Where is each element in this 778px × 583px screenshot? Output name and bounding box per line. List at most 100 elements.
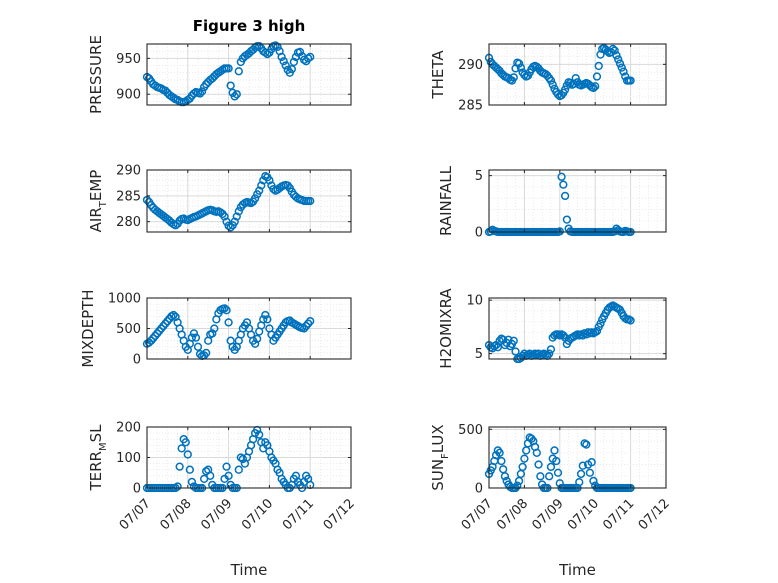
subplot-rainfall: 05 RAINFALL	[437, 165, 667, 241]
data-point	[255, 42, 264, 51]
data-point	[177, 444, 186, 453]
data-point	[193, 342, 203, 351]
data-point	[222, 217, 231, 226]
data-point	[532, 448, 541, 457]
data-point	[500, 472, 510, 481]
data-point	[560, 85, 570, 94]
y-axis-label: RAINFALL	[437, 165, 455, 236]
data-point	[265, 176, 274, 185]
x-ticks	[488, 170, 667, 232]
data-point	[560, 191, 570, 201]
data-point	[187, 333, 197, 342]
y-ticks: 0 500	[458, 423, 666, 497]
data-point	[306, 52, 315, 62]
y-ticks: 5 10	[466, 294, 666, 362]
data-point	[534, 460, 543, 469]
data-point	[224, 471, 233, 480]
data-point	[608, 44, 618, 54]
data-point	[232, 90, 241, 99]
data-point	[289, 57, 299, 67]
data-point	[536, 472, 545, 481]
y-tick-label: 900	[116, 88, 141, 103]
data-point	[578, 461, 587, 470]
data-point	[576, 469, 586, 479]
data-point	[226, 223, 235, 232]
data-point	[553, 468, 563, 477]
data-point	[617, 63, 626, 72]
data-point	[626, 316, 635, 325]
data-point	[546, 76, 556, 85]
series-points	[142, 172, 315, 232]
y-tick-label: 0	[133, 482, 141, 497]
data-point	[518, 462, 527, 472]
x-axis-label: Time	[558, 561, 596, 579]
data-point	[545, 349, 554, 358]
subplot-air-temp: 280 285 290 AIRTEMP	[87, 164, 352, 233]
data-point	[610, 46, 619, 55]
y-tick-label: 290	[458, 58, 483, 73]
x-axis-label: Time	[230, 561, 268, 579]
y-tick-label: 0	[475, 482, 483, 497]
data-point	[619, 67, 628, 76]
data-point	[220, 304, 229, 313]
data-point	[202, 80, 211, 89]
axes-box	[488, 43, 667, 106]
data-point	[253, 334, 262, 344]
data-point	[306, 196, 315, 206]
data-point	[191, 333, 201, 342]
series-points	[484, 43, 635, 101]
data-point	[553, 90, 563, 99]
data-point	[261, 310, 270, 320]
data-point	[202, 348, 211, 358]
data-point	[626, 76, 635, 85]
data-point	[175, 462, 184, 471]
data-point	[559, 331, 568, 340]
data-point	[222, 306, 231, 315]
data-point	[181, 438, 190, 447]
axes-box	[488, 297, 667, 360]
data-point	[546, 462, 556, 472]
data-point	[197, 87, 207, 96]
data-point	[173, 482, 182, 491]
y-tick-label: 10	[466, 294, 483, 309]
data-point	[202, 467, 211, 476]
data-point	[210, 324, 219, 333]
data-point	[552, 456, 561, 466]
axes-box	[146, 43, 352, 106]
y-tick-label: 100	[116, 451, 141, 466]
y-tick-label: 0	[475, 226, 483, 241]
grid	[146, 297, 352, 360]
data-point	[232, 212, 241, 221]
y-tick-label: 5	[475, 347, 483, 362]
data-point	[183, 450, 192, 459]
y-tick-label: 0	[133, 353, 141, 368]
data-point	[555, 227, 564, 236]
data-point	[546, 345, 556, 354]
data-point	[171, 221, 180, 230]
data-point	[513, 481, 522, 490]
data-point	[238, 454, 248, 464]
y-axis-label: SUNFLUX	[429, 424, 451, 490]
data-point	[589, 476, 598, 486]
data-point	[548, 80, 557, 89]
data-point	[495, 448, 504, 457]
y-axis-label: H2OMIXRA	[437, 288, 455, 369]
data-point	[571, 74, 580, 83]
data-point	[575, 477, 584, 487]
data-point	[279, 57, 288, 66]
data-point	[224, 318, 233, 327]
y-tick-label: 500	[116, 322, 141, 337]
data-point	[509, 73, 518, 82]
subplot-theta: 285 290 THETA	[429, 43, 667, 114]
y-tick-label: 280	[116, 215, 141, 230]
data-point	[230, 92, 239, 101]
y-axis-label: TERRMSL	[87, 424, 109, 492]
data-point	[250, 339, 260, 348]
y-tick-label: 950	[116, 52, 141, 67]
axes-box	[146, 169, 352, 233]
y-ticks: 05	[475, 169, 666, 241]
y-ticks: 280 285 290	[116, 164, 351, 230]
data-point	[596, 319, 605, 328]
y-tick-label: 500	[458, 423, 483, 438]
